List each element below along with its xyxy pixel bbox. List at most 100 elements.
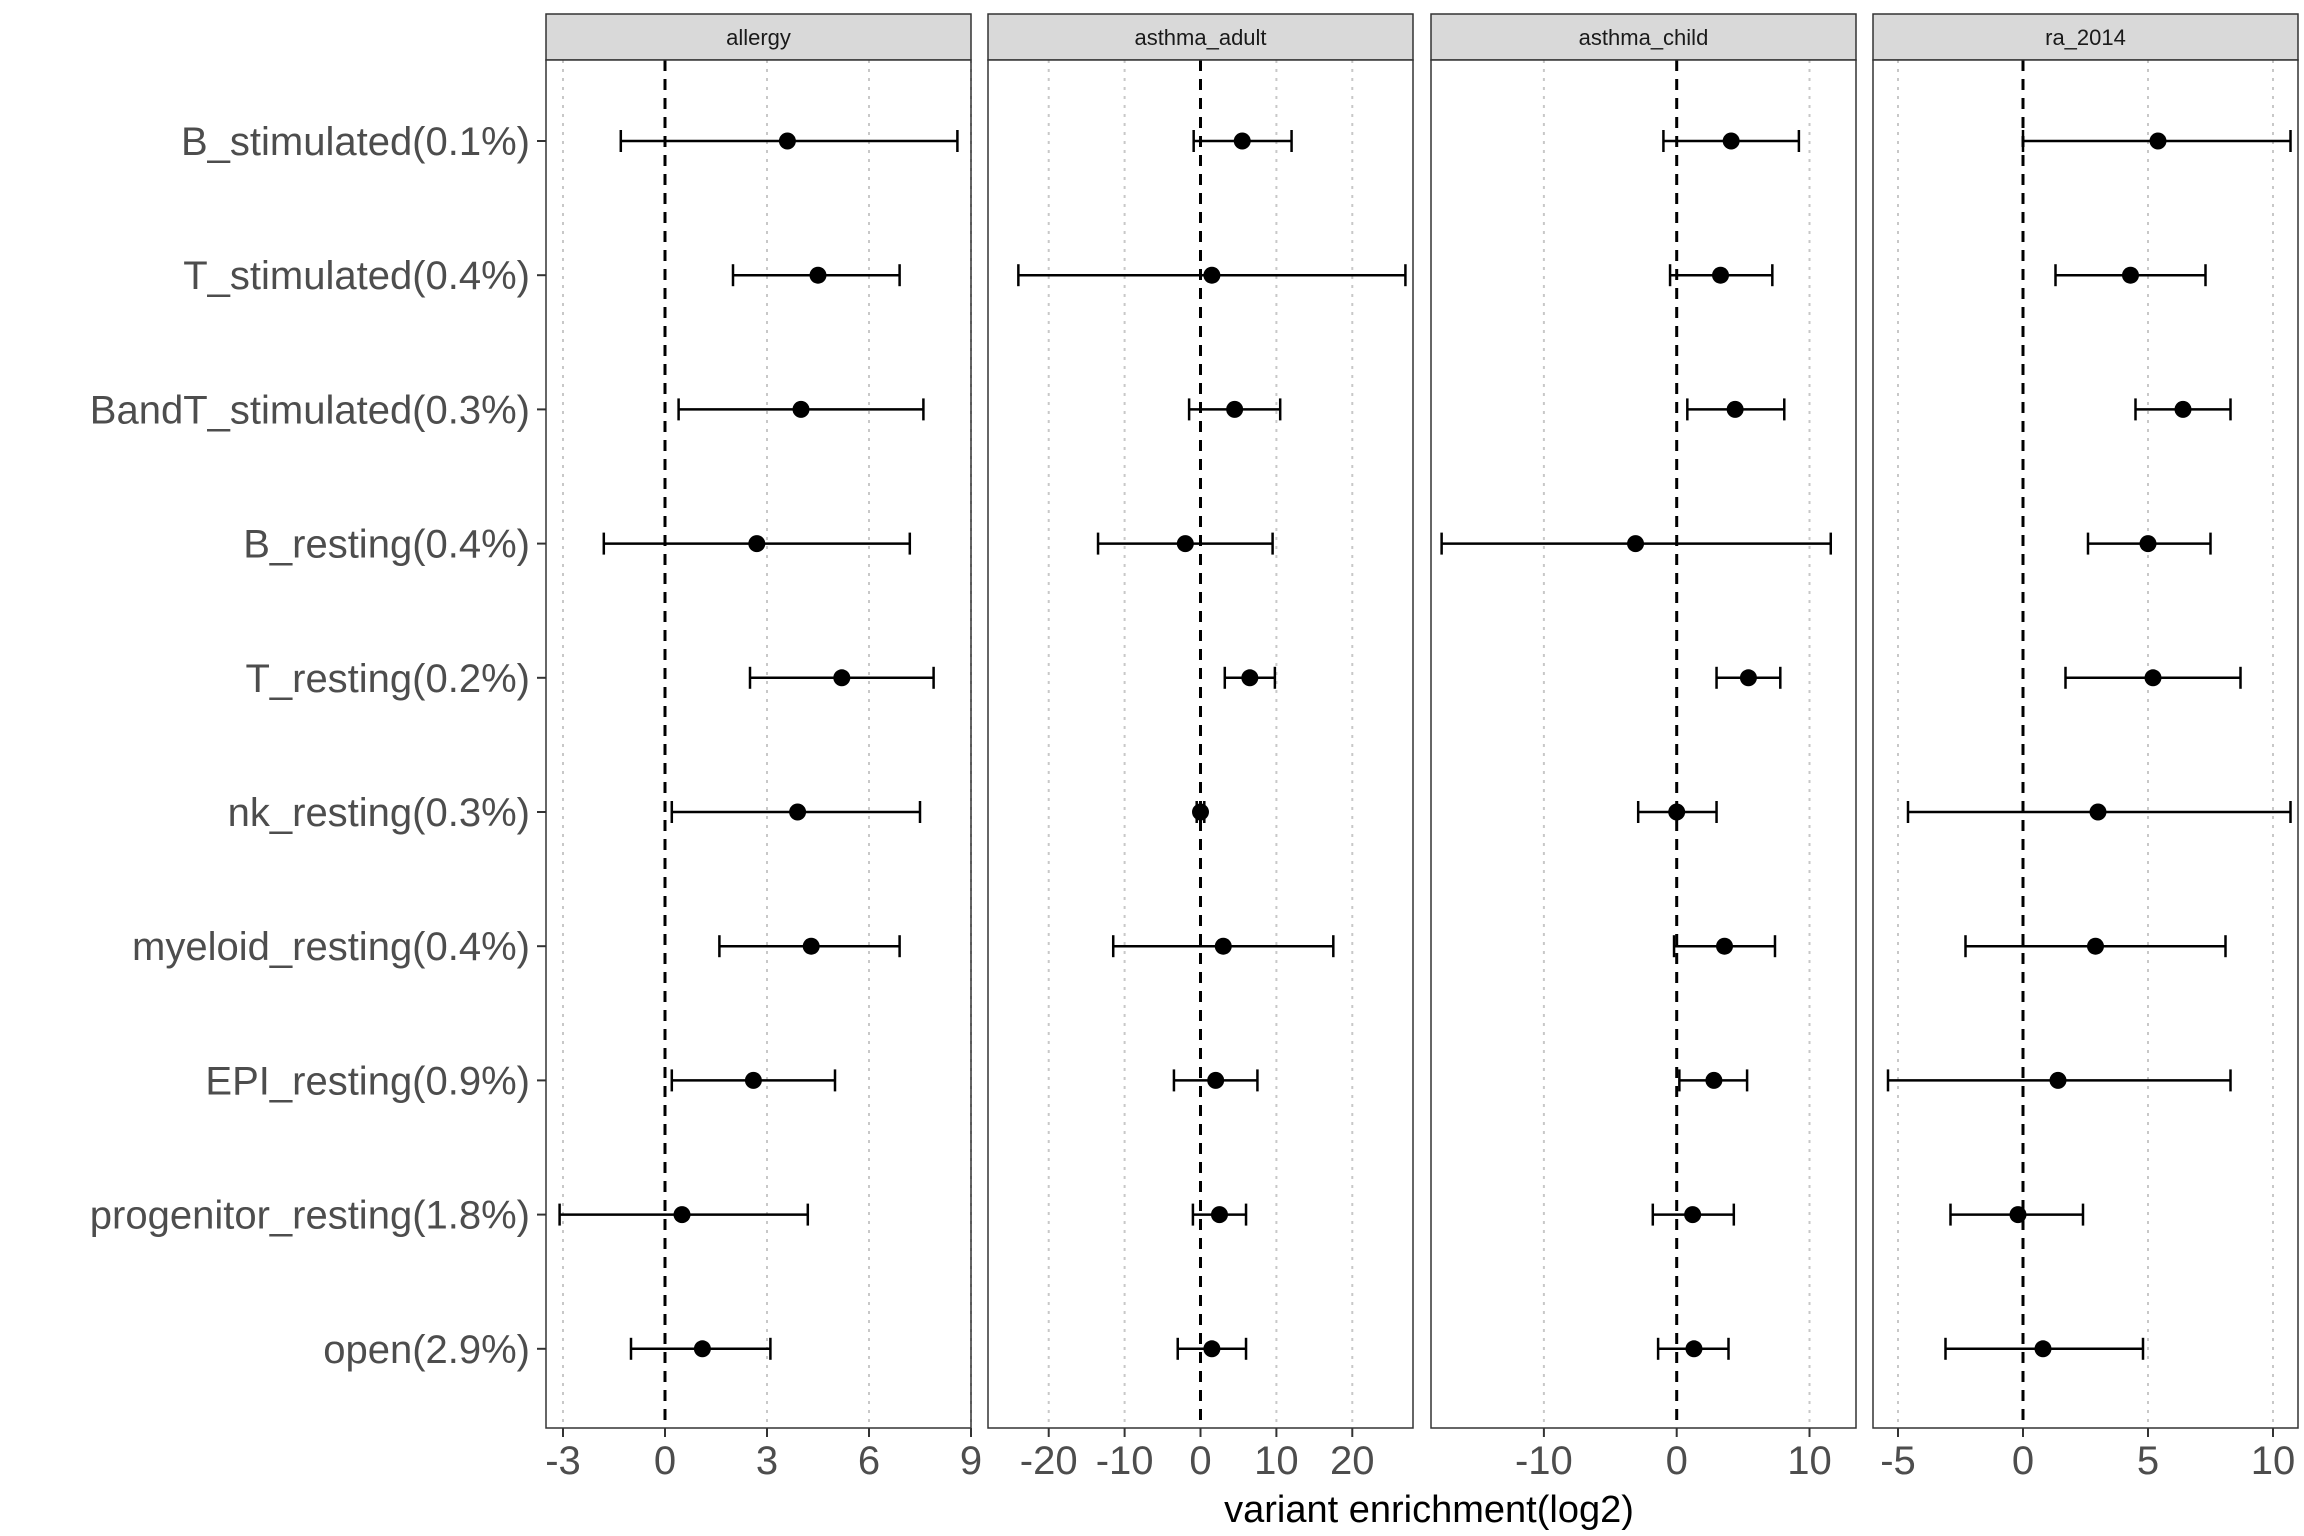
x-tick-label: 9 [960,1439,982,1483]
facet-strip-label: ra_2014 [2045,25,2126,50]
data-point-group [1651,1203,1736,1226]
facet-strip [1430,13,1857,61]
point-estimate [748,535,766,553]
point-estimate [1726,400,1744,418]
data-point-group [1187,398,1282,421]
point-estimate [1214,937,1232,955]
data-point-group [1440,532,1833,555]
point-estimate [792,400,810,418]
data-point-group [1686,398,1786,421]
x-tick-label: -3 [545,1439,581,1483]
point-estimate [1233,132,1251,150]
data-point-group [1949,1203,2085,1226]
data-point-group [1678,1069,1749,1092]
x-tick-label: 5 [2137,1439,2159,1483]
x-tick-label: -5 [1880,1439,1916,1483]
x-tick-label: -10 [1515,1439,1573,1483]
facet-panel: allergy -3 0 3 6 9 [545,13,982,1483]
data-point-group [1172,1069,1259,1092]
point-estimate [1712,266,1730,284]
panel-background [1873,60,2298,1428]
x-tick-label: 10 [2251,1439,2296,1483]
point-estimate [2139,535,2157,553]
facet-panel: asthma_child -10 0 10 [1430,13,1857,1483]
point-estimate [2144,669,2162,687]
point-estimate [1210,1206,1228,1224]
point-estimate [1739,669,1757,687]
point-estimate [809,266,827,284]
data-point-group [1191,1203,1248,1226]
point-estimate [744,1071,762,1089]
point-estimate [1716,937,1734,955]
point-estimate [2174,400,2192,418]
point-estimate [2149,132,2167,150]
point-estimate [1685,1340,1703,1358]
point-estimate [1684,1206,1702,1224]
point-estimate [1192,803,1209,821]
data-point-group [1192,130,1293,152]
point-estimate [2122,266,2139,284]
data-point-group [1964,935,2227,958]
x-axis-title: variant enrichment(log2) [1224,1489,1634,1531]
data-point-group [718,935,901,958]
point-estimate [802,937,820,955]
x-tick-label: -20 [1020,1439,1078,1483]
row-label: EPI_resting(0.9%) [205,1059,530,1103]
point-estimate [789,803,807,821]
x-tick-label: 3 [756,1439,778,1483]
row-label: B_resting(0.4%) [243,523,530,567]
point-estimate [778,132,796,150]
data-point-group [677,398,925,421]
point-estimate [2087,937,2104,955]
row-label: B_stimulated(0.1%) [181,120,530,164]
data-point-group [1715,666,1782,689]
data-point-group [1176,1337,1248,1360]
x-tick-label: 20 [1330,1439,1375,1483]
row-label: myeloid_resting(0.4%) [132,925,530,969]
facet-strip-label: asthma_adult [1134,25,1266,50]
facet-panel: asthma_adult -20 -10 0 10 20 [987,13,1414,1483]
point-estimate [1226,400,1244,418]
point-estimate [1207,1071,1225,1089]
row-labels: B_stimulated(0.1%) T_stimulated(0.4%) Band… [90,120,546,1372]
point-estimate [673,1206,691,1224]
x-tick-label: 6 [858,1439,880,1483]
x-tick-label: -10 [1096,1439,1154,1483]
x-tick-label: 0 [654,1439,676,1483]
panel-border [1430,59,1857,1429]
data-point-group [1944,1337,2145,1360]
facet-strip-label: asthma_child [1579,25,1709,50]
data-point-group [1906,801,2292,823]
data-point-group [619,130,959,152]
data-point-group [748,666,935,689]
facet-strip [545,13,972,61]
point-estimate [1203,1340,1221,1358]
data-point-group [2054,264,2207,287]
row-label: open(2.9%) [323,1328,530,1372]
row-label: T_stimulated(0.4%) [183,254,530,298]
row-label: progenitor_resting(1.8%) [90,1194,530,1238]
point-estimate [2089,803,2107,821]
point-estimate [1705,1071,1723,1089]
panel-background [1431,60,1856,1428]
x-tick-label: 10 [1787,1439,1832,1483]
data-point-group [2134,398,2232,421]
facet-strip [987,13,1414,61]
data-point-group [670,801,922,823]
data-point-group [1192,801,1209,823]
point-estimate [693,1340,711,1358]
data-point-group [1662,130,1801,152]
x-tick-label: 0 [2012,1439,2034,1483]
x-tick-label: 10 [1254,1439,1299,1483]
point-estimate [2009,1206,2027,1224]
data-point-group [1017,264,1407,287]
panel-border [545,59,972,1429]
data-point-group [602,532,912,555]
point-estimate [1722,132,1740,150]
point-estimate [1668,803,1686,821]
panel-background [546,60,971,1428]
data-point-group [1656,1337,1730,1360]
point-estimate [2034,1340,2052,1358]
row-label: T_resting(0.2%) [245,657,530,701]
